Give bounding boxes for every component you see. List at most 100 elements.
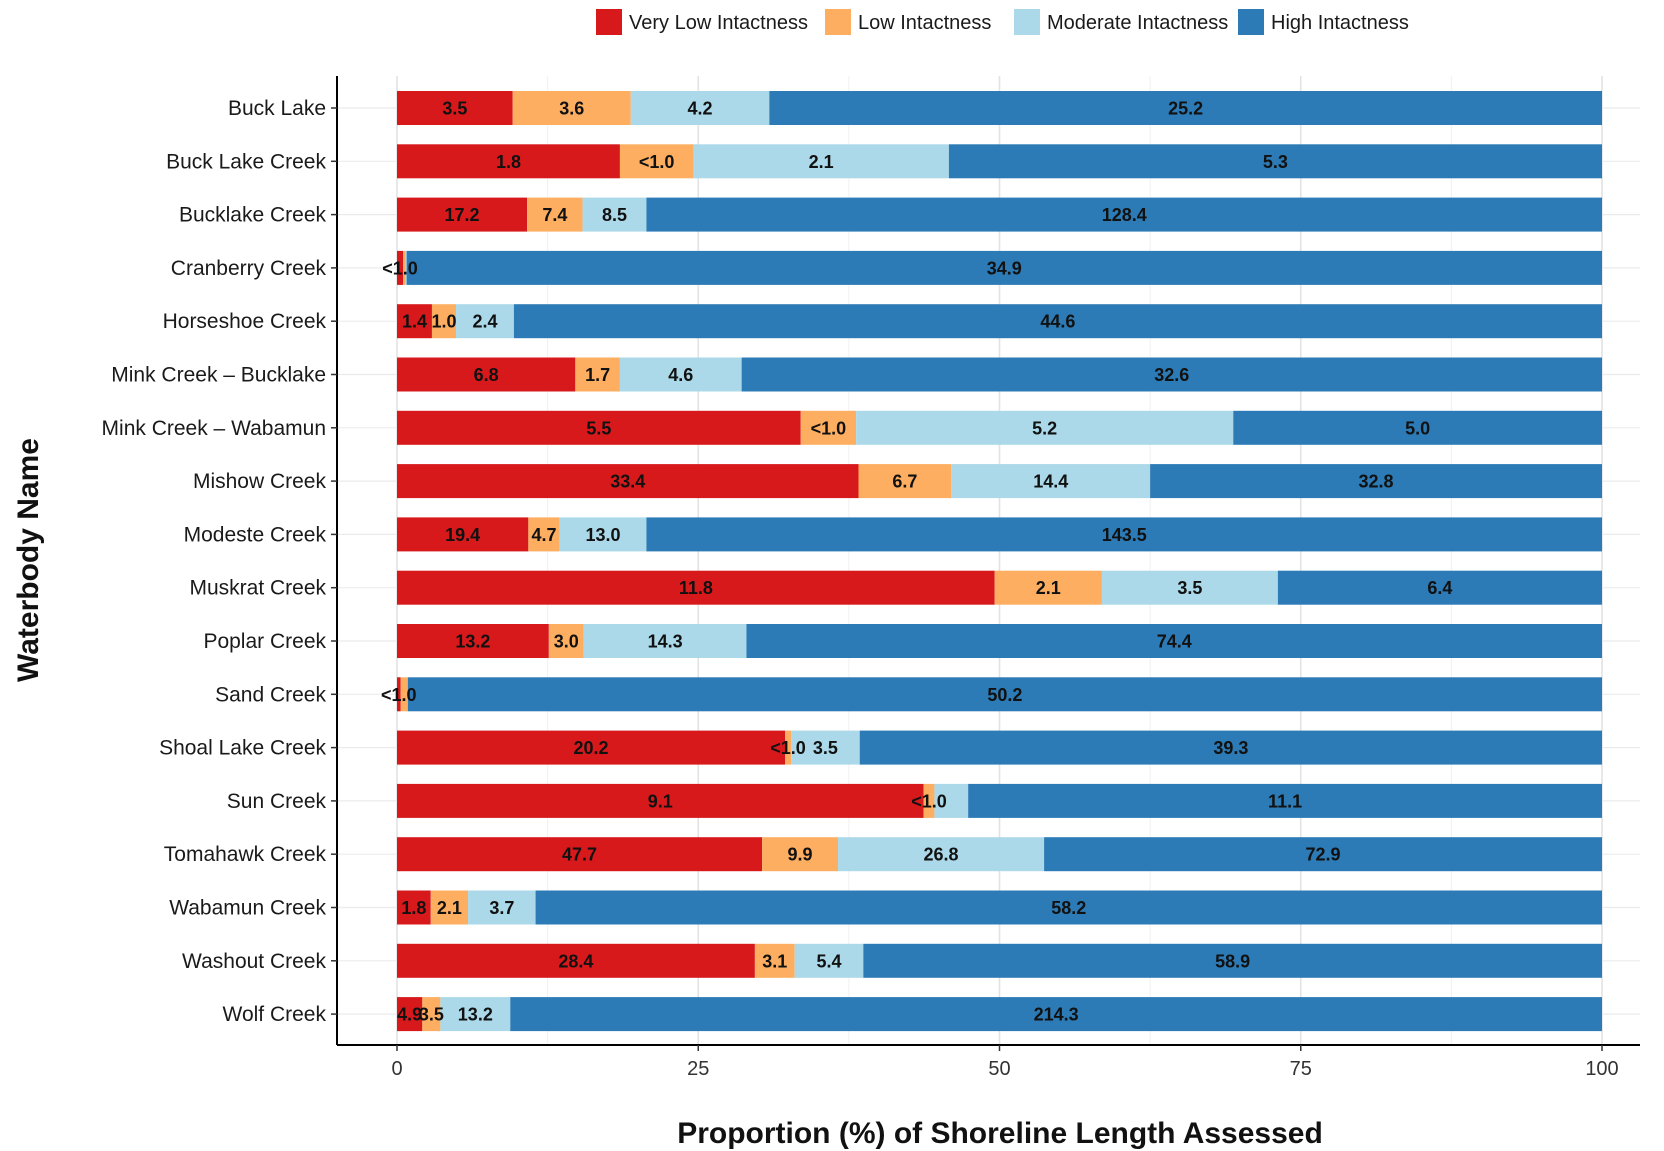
bar-segment bbox=[397, 304, 432, 339]
category-label: Washout Creek bbox=[182, 950, 326, 973]
category-label: Mishow Creek bbox=[193, 470, 327, 493]
category-label: Cranberry Creek bbox=[171, 257, 327, 280]
legend-item: Moderate Intactness bbox=[1014, 9, 1228, 35]
data-label: 25.2 bbox=[1168, 99, 1203, 119]
bar-segment bbox=[397, 197, 528, 232]
data-label: 128.4 bbox=[1102, 205, 1147, 225]
category-label: Sun Creek bbox=[227, 790, 327, 813]
bar-segment bbox=[397, 730, 786, 765]
data-label: 1.8 bbox=[401, 898, 426, 918]
data-label: <1.0 bbox=[382, 258, 418, 278]
category-label: Mink Creek – Wabamun bbox=[102, 417, 326, 440]
bar-segment bbox=[397, 890, 431, 925]
bar-segment bbox=[397, 517, 529, 552]
category-label: Buck Lake Creek bbox=[166, 150, 326, 173]
data-label: 28.4 bbox=[558, 951, 593, 971]
bar-segment bbox=[863, 943, 1602, 978]
bar-segment bbox=[513, 304, 1602, 339]
x-tick-label: 0 bbox=[391, 1058, 402, 1080]
bar-segment bbox=[1101, 570, 1278, 605]
legend: Very Low Intactness Low Intactness Moderat… bbox=[596, 9, 1409, 35]
bar-segment bbox=[646, 517, 1602, 552]
category-label: Buck Lake bbox=[228, 97, 326, 120]
x-tick-label: 75 bbox=[1290, 1058, 1312, 1080]
bar-segment bbox=[994, 570, 1102, 605]
data-label: 3.7 bbox=[489, 898, 514, 918]
data-label: 143.5 bbox=[1102, 525, 1147, 545]
bar-segment bbox=[791, 730, 860, 765]
bar-segment bbox=[859, 730, 1602, 765]
data-label: 6.8 bbox=[474, 365, 499, 385]
data-label: 44.6 bbox=[1040, 312, 1075, 332]
bar-segment bbox=[619, 357, 742, 392]
segment-labels: 3.5 3.6 4.2 25.2 1.8 <1.0 2.1 5.3 17.2 7.4 8.5 128.… bbox=[381, 99, 1452, 1025]
bar-segment bbox=[583, 624, 747, 658]
bar-segment bbox=[1150, 464, 1602, 499]
bar-segment bbox=[1277, 570, 1602, 605]
data-label: 47.7 bbox=[562, 845, 597, 865]
bar-segment bbox=[838, 837, 1045, 872]
legend-item: Very Low Intactness bbox=[596, 9, 808, 35]
bar-segment bbox=[397, 943, 755, 978]
data-label: 4.2 bbox=[688, 99, 713, 119]
bar-segment bbox=[430, 890, 469, 925]
bar-segment bbox=[397, 624, 549, 658]
legend-label: Moderate Intactness bbox=[1047, 12, 1228, 34]
data-label: 3.0 bbox=[554, 632, 579, 652]
data-label: 39.3 bbox=[1213, 738, 1248, 758]
data-label: 6.7 bbox=[892, 472, 917, 492]
category-label: Sand Creek bbox=[215, 683, 326, 706]
data-label: 2.1 bbox=[437, 898, 462, 918]
legend-swatch bbox=[1014, 9, 1040, 35]
data-label: 5.5 bbox=[586, 418, 611, 438]
data-label: 58.9 bbox=[1215, 951, 1250, 971]
data-label: 11.8 bbox=[679, 578, 713, 598]
category-label: Horseshoe Creek bbox=[163, 310, 327, 333]
data-label: 11.1 bbox=[1268, 791, 1302, 811]
legend-swatch bbox=[596, 9, 622, 35]
bar-segment bbox=[630, 91, 770, 125]
bar-segment bbox=[528, 517, 560, 552]
bar-segment bbox=[397, 91, 513, 125]
bar-segment bbox=[468, 890, 536, 925]
legend-label: Low Intactness bbox=[858, 12, 991, 34]
bar-segment bbox=[397, 144, 620, 179]
category-label: Shoal Lake Creek bbox=[159, 737, 326, 760]
bar-segment bbox=[397, 250, 404, 285]
data-label: 3.5 bbox=[442, 99, 467, 119]
bar-segment bbox=[535, 890, 1603, 925]
y-axis-title: Waterbody Name bbox=[12, 438, 45, 682]
bar-segment bbox=[858, 464, 952, 499]
data-label: <1.0 bbox=[639, 152, 675, 172]
bar-segment bbox=[951, 464, 1151, 499]
x-tick-label: 100 bbox=[1585, 1058, 1618, 1080]
legend-swatch bbox=[825, 9, 851, 35]
data-label: 32.6 bbox=[1154, 365, 1189, 385]
data-label: 58.2 bbox=[1051, 898, 1086, 918]
bar-segment bbox=[948, 144, 1602, 179]
bar-segment bbox=[934, 783, 969, 818]
data-label: 72.9 bbox=[1306, 845, 1341, 865]
bar-segment bbox=[746, 624, 1602, 658]
data-label: <1.0 bbox=[911, 791, 947, 811]
data-label: 4.6 bbox=[668, 365, 693, 385]
legend-label: Very Low Intactness bbox=[629, 12, 808, 34]
bars bbox=[397, 91, 1603, 1032]
data-label: <1.0 bbox=[811, 418, 847, 438]
bar-segment bbox=[440, 997, 511, 1032]
data-label: 14.4 bbox=[1033, 472, 1068, 492]
data-label: 3.6 bbox=[559, 99, 584, 119]
bar-segment bbox=[397, 997, 423, 1032]
bar-segment bbox=[582, 197, 647, 232]
category-label: Modeste Creek bbox=[184, 523, 327, 546]
legend-swatch bbox=[1238, 9, 1264, 35]
bar-segment bbox=[575, 357, 620, 392]
bar-segment bbox=[856, 410, 1234, 445]
data-label: 20.2 bbox=[573, 738, 608, 758]
data-label: 2.1 bbox=[1036, 578, 1061, 598]
data-label: 50.2 bbox=[987, 685, 1022, 705]
bar-segment bbox=[403, 250, 406, 285]
bar-segment bbox=[769, 91, 1602, 125]
data-label: 9.1 bbox=[648, 791, 673, 811]
